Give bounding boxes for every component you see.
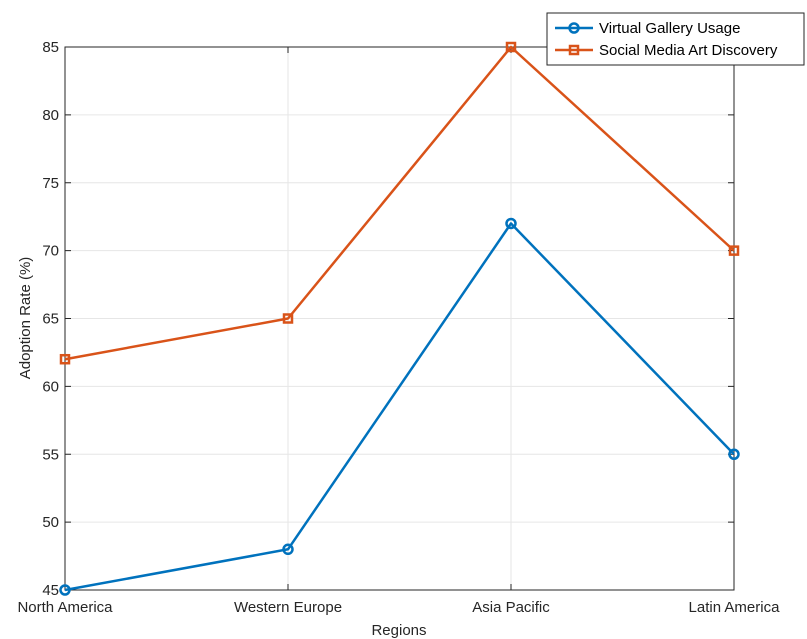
x-tick-label: Asia Pacific [472,599,550,616]
y-tick-label: 60 [42,378,59,395]
legend-marker [568,22,580,34]
data-point [59,353,71,365]
x-tick-label: Western Europe [234,599,342,616]
data-point [59,584,71,596]
x-tick-label: Latin America [689,599,781,616]
legend-label: Social Media Art Discovery [599,42,778,59]
x-axis-label: Regions [371,622,426,639]
y-axis-ticks: 45 50 55 60 65 70 75 80 85 [42,39,734,599]
y-tick-label: 80 [42,107,59,124]
y-tick-label: 50 [42,514,59,531]
y-tick-label: 55 [42,446,59,463]
x-tick-label: North America [17,599,113,616]
y-tick-label: 85 [42,39,59,56]
y-tick-label: 45 [42,582,59,599]
y-tick-label: 75 [42,175,59,192]
data-point [728,245,740,256]
data-point [505,41,517,53]
data-point [728,448,740,460]
y-axis-label: Adoption Rate (%) [17,257,34,380]
data-point [282,313,294,324]
y-tick-label: 65 [42,311,59,328]
x-axis-ticks: North America Western Europe Asia Pacific L… [17,47,780,616]
data-point [505,217,517,230]
data-point [282,543,294,556]
series-line [64,222,735,592]
series-group [59,41,740,596]
legend: Virtual Gallery Usage Social Media Art Di… [546,12,805,66]
legend-box [546,12,805,66]
legend-label: Virtual Gallery Usage [599,20,740,37]
legend-marker [568,44,580,56]
series-line [64,45,735,361]
y-tick-label: 70 [42,243,59,260]
